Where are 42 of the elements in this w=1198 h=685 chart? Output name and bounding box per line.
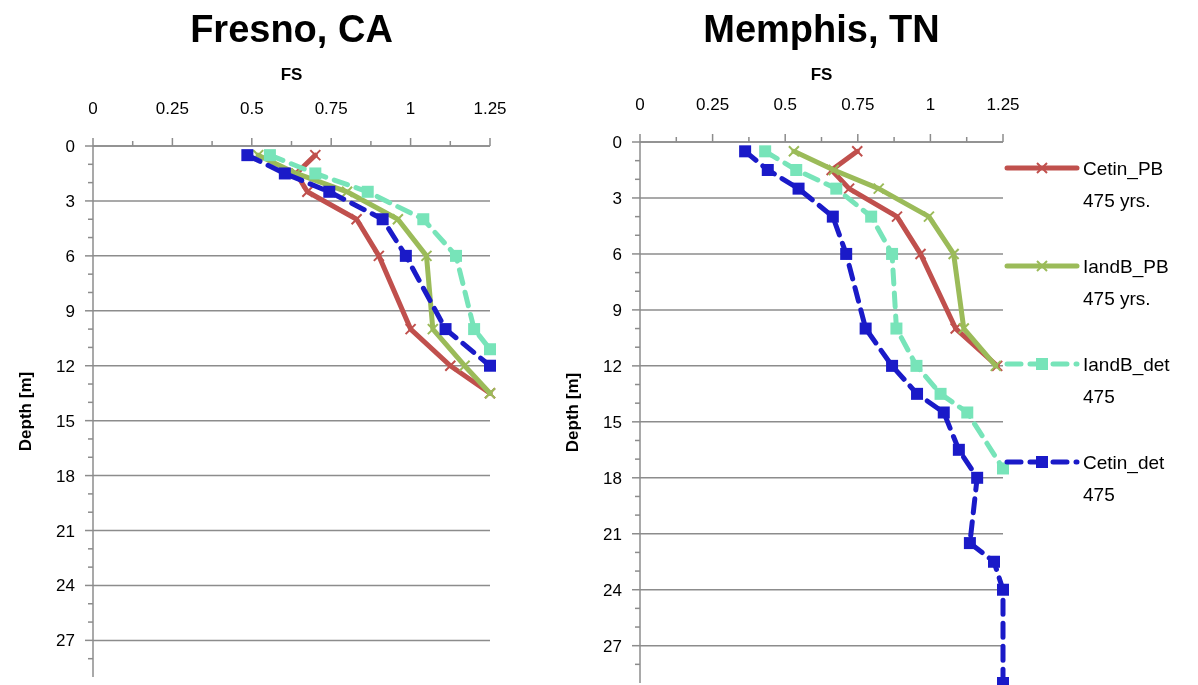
legend-label: Cetin_PB 475 yrs. — [1083, 158, 1164, 211]
chart-title: Memphis, TN — [703, 8, 940, 50]
x-tick-label: 0.75 — [841, 95, 875, 114]
legend-label: Cetin_det 475 — [1083, 452, 1166, 505]
x-tick-label: 1.25 — [473, 99, 507, 118]
y-tick-label: 18 — [603, 468, 622, 488]
y-tick-label: 6 — [65, 246, 75, 266]
y-tick-label: 9 — [612, 300, 622, 320]
x-axis-title: FS — [280, 65, 303, 84]
y-tick-label: 27 — [56, 631, 75, 651]
x-tick-label: 0.75 — [314, 99, 348, 118]
y-tick-label: 9 — [65, 301, 75, 321]
y-tick-label: 3 — [65, 191, 75, 211]
y-tick-label: 21 — [56, 521, 75, 541]
y-tick-label: 6 — [612, 244, 622, 264]
x-tick-label: 0 — [635, 95, 645, 114]
legend-label: IandB_PB 475 yrs. — [1083, 256, 1169, 309]
x-tick-label: 1.25 — [986, 95, 1020, 114]
y-axis-title: Depth [m] — [16, 371, 35, 452]
y-tick-label: 3 — [612, 188, 622, 208]
y-tick-label: 27 — [603, 636, 622, 656]
x-tick-label: 1 — [925, 95, 936, 114]
x-tick-label: 0.25 — [155, 99, 189, 118]
y-axis-title: Depth [m] — [563, 372, 582, 453]
y-tick-label: 12 — [56, 356, 75, 376]
y-tick-label: 15 — [56, 411, 75, 431]
x-tick-label: 1 — [405, 99, 416, 118]
y-tick-label: 0 — [65, 137, 75, 156]
x-tick-label: 0.5 — [239, 99, 264, 118]
y-tick-label: 24 — [56, 576, 75, 596]
y-tick-label: 21 — [603, 524, 622, 544]
y-tick-label: 15 — [603, 412, 622, 432]
x-tick-label: 0 — [88, 99, 98, 118]
x-tick-label: 0.25 — [696, 95, 730, 114]
x-tick-label: 0.5 — [773, 95, 798, 114]
y-tick-label: 18 — [56, 466, 75, 486]
legend-label: IandB_det 475 — [1083, 354, 1171, 407]
x-axis-title: FS — [810, 65, 833, 84]
y-tick-label: 0 — [612, 133, 622, 152]
chart-title: Fresno, CA — [190, 8, 393, 50]
y-tick-label: 24 — [603, 580, 622, 600]
y-tick-label: 12 — [603, 356, 622, 376]
